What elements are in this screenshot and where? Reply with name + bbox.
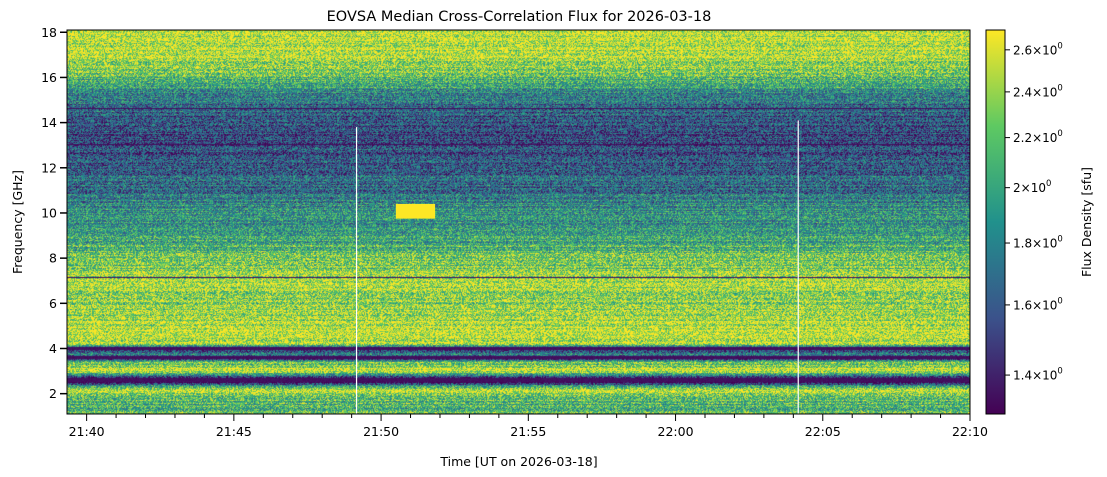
x-axis: 21:40 21:45 21:50 21:55 22:00 22:05 22:10 xyxy=(69,414,988,439)
colorbar-tick-mantissa: 1.6×10 xyxy=(1013,298,1057,312)
colorbar-tick-mantissa: 2.2×10 xyxy=(1013,131,1057,145)
y-tick-label: 8 xyxy=(49,251,57,266)
colorbar xyxy=(985,29,1006,415)
colorbar-tick-exponent: 0 xyxy=(1057,129,1062,139)
colorbar-tick-exponent: 0 xyxy=(1057,235,1062,245)
colorbar-tick-mantissa: 2×10 xyxy=(1013,181,1046,195)
chart-title: EOVSA Median Cross-Correlation Flux for … xyxy=(327,9,712,25)
y-tick-label: 16 xyxy=(41,70,57,85)
colorbar-tick-exponent: 0 xyxy=(1057,83,1062,93)
bright-patch xyxy=(395,203,436,219)
y-axis-label: Frequency [GHz] xyxy=(10,170,25,274)
colorbar-axis: 1.4×1001.6×1001.8×1002×1002.2×1002.4×100… xyxy=(1005,41,1063,383)
x-tick-label: 21:55 xyxy=(510,424,546,439)
y-tick-label: 4 xyxy=(49,341,57,356)
y-tick-label: 6 xyxy=(49,296,57,311)
colorbar-tick-label: 1.6×100 xyxy=(1013,296,1063,312)
x-tick-label: 22:05 xyxy=(805,424,841,439)
colorbar-tick-label: 2.6×100 xyxy=(1013,41,1063,57)
colorbar-tick-label: 2.4×100 xyxy=(1013,83,1063,99)
y-tick-label: 2 xyxy=(49,386,57,401)
y-axis: 2 4 6 8 10 12 14 16 18 xyxy=(41,25,67,401)
colorbar-tick-exponent: 0 xyxy=(1057,367,1062,377)
x-tick-label: 22:00 xyxy=(658,424,694,439)
spectrogram-overlay xyxy=(355,120,799,414)
spectrogram-heatmap xyxy=(67,30,970,414)
colorbar-tick-mantissa: 1.4×10 xyxy=(1013,369,1057,383)
colorbar-tick-label: 1.8×100 xyxy=(1013,235,1063,251)
x-axis-label: Time [UT on 2026-03-18] xyxy=(439,454,597,469)
x-tick-label: 21:40 xyxy=(69,424,105,439)
x-tick-label: 21:45 xyxy=(216,424,252,439)
y-tick-label: 10 xyxy=(41,205,57,220)
x-tick-label: 21:50 xyxy=(363,424,399,439)
colorbar-tick-mantissa: 2.4×10 xyxy=(1013,85,1057,99)
colorbar-tick-mantissa: 2.6×10 xyxy=(1013,43,1057,57)
colorbar-label: Flux Density [sfu] xyxy=(1079,167,1094,277)
y-tick-label: 14 xyxy=(41,115,57,130)
colorbar-tick-label: 1.4×100 xyxy=(1013,367,1063,383)
colorbar-tick-exponent: 0 xyxy=(1046,179,1051,189)
colorbar-tick-exponent: 0 xyxy=(1057,41,1062,51)
colorbar-tick-label: 2.2×100 xyxy=(1013,129,1063,145)
colorbar-tick-label: 2×100 xyxy=(1013,179,1051,195)
y-tick-label: 18 xyxy=(41,25,57,40)
y-tick-label: 12 xyxy=(41,160,57,175)
colorbar-tick-mantissa: 1.8×10 xyxy=(1013,237,1057,251)
colorbar-tick-exponent: 0 xyxy=(1057,296,1062,306)
x-tick-label: 22:10 xyxy=(952,424,988,439)
plot-frame xyxy=(66,29,971,415)
